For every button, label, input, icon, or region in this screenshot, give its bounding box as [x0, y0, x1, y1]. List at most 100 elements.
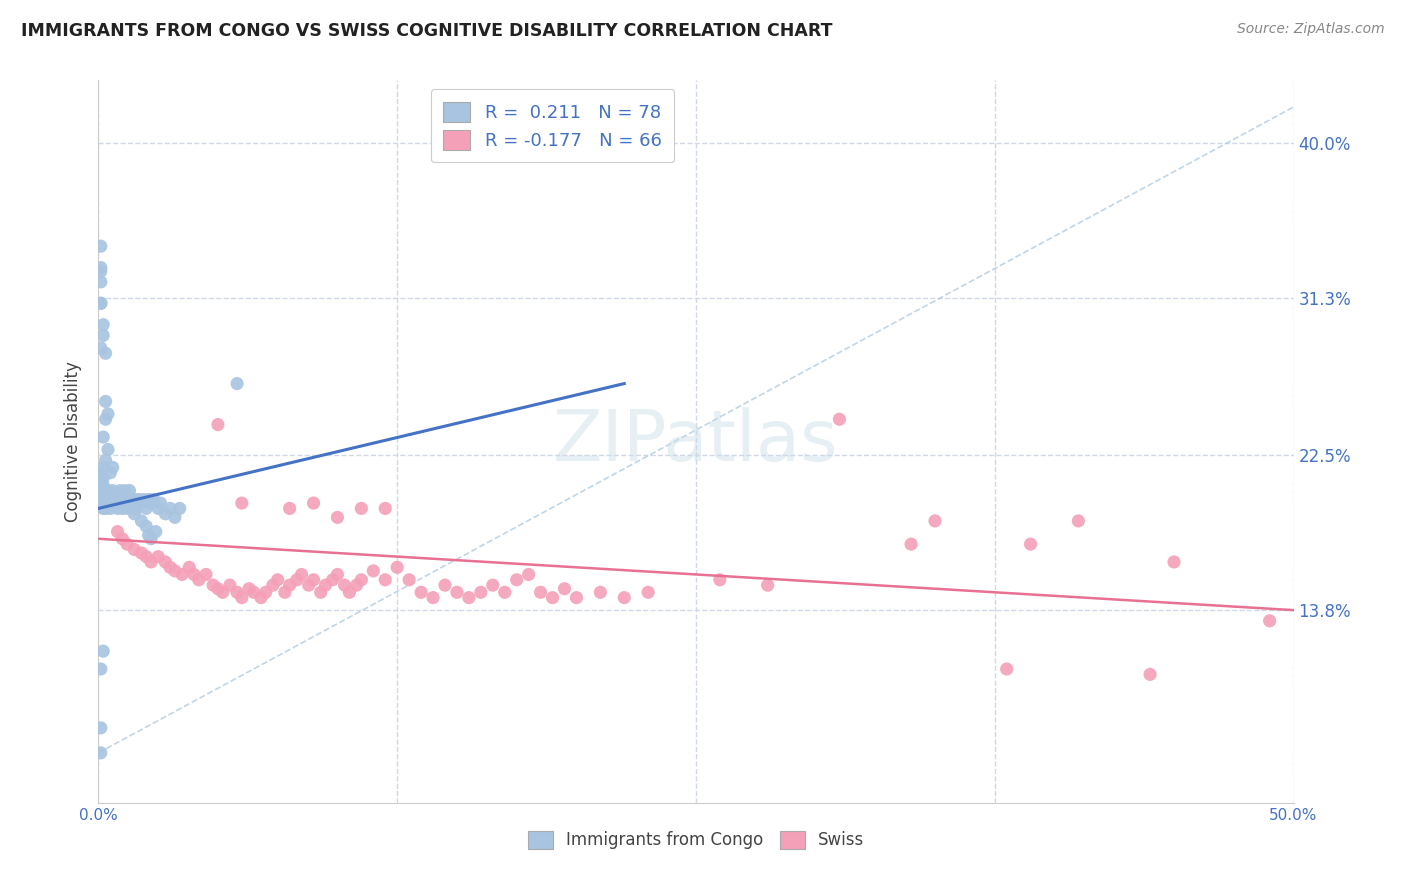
Point — [278, 501, 301, 516]
Point — [481, 578, 505, 592]
Point — [91, 460, 114, 475]
Point — [107, 492, 129, 507]
Point — [101, 492, 124, 507]
Point — [107, 524, 129, 539]
Point — [108, 492, 131, 507]
Point — [530, 585, 553, 599]
Point — [183, 567, 205, 582]
Point — [411, 585, 433, 599]
Point — [90, 260, 112, 275]
Point — [90, 483, 112, 498]
Point — [125, 501, 148, 516]
Point — [517, 567, 540, 582]
Point — [107, 501, 129, 516]
Point — [94, 394, 117, 409]
Point — [315, 578, 337, 592]
Point — [91, 501, 114, 516]
Point — [139, 555, 162, 569]
Point — [91, 328, 114, 343]
Point — [101, 483, 124, 498]
Point — [135, 501, 157, 516]
Point — [226, 376, 249, 391]
Point — [118, 483, 141, 498]
Point — [90, 275, 112, 289]
Point — [339, 585, 361, 599]
Legend: Immigrants from Congo, Swiss: Immigrants from Congo, Swiss — [517, 821, 875, 860]
Point — [1258, 614, 1281, 628]
Point — [163, 564, 186, 578]
Point — [302, 496, 325, 510]
Point — [326, 510, 349, 524]
Point — [90, 239, 112, 253]
Point — [274, 585, 297, 599]
Point — [900, 537, 922, 551]
Point — [124, 492, 146, 507]
Point — [302, 573, 325, 587]
Point — [267, 573, 290, 587]
Point — [374, 501, 396, 516]
Point — [142, 492, 165, 507]
Point — [278, 578, 301, 592]
Point — [924, 514, 946, 528]
Y-axis label: Cognitive Disability: Cognitive Disability — [65, 361, 83, 522]
Point — [155, 555, 177, 569]
Point — [506, 573, 529, 587]
Point — [114, 496, 136, 510]
Point — [114, 483, 136, 498]
Point — [135, 549, 157, 564]
Point — [231, 591, 253, 605]
Point — [211, 585, 233, 599]
Point — [97, 407, 120, 421]
Point — [132, 492, 155, 507]
Point — [91, 471, 114, 485]
Point — [98, 492, 122, 507]
Point — [163, 510, 186, 524]
Point — [828, 412, 851, 426]
Point — [333, 578, 356, 592]
Point — [94, 412, 117, 426]
Point — [149, 496, 172, 510]
Point — [202, 578, 225, 592]
Point — [104, 489, 127, 503]
Point — [97, 496, 120, 510]
Point — [111, 501, 134, 516]
Point — [111, 492, 134, 507]
Point — [446, 585, 468, 599]
Point — [139, 532, 162, 546]
Point — [145, 524, 167, 539]
Point — [219, 578, 242, 592]
Point — [90, 492, 112, 507]
Point — [94, 346, 117, 360]
Point — [124, 507, 146, 521]
Point — [398, 573, 420, 587]
Point — [995, 662, 1018, 676]
Point — [159, 501, 181, 516]
Point — [231, 496, 253, 510]
Point — [1163, 555, 1185, 569]
Point — [91, 318, 114, 332]
Point — [138, 492, 160, 507]
Point — [350, 501, 373, 516]
Point — [374, 573, 396, 587]
Point — [139, 496, 162, 510]
Point — [98, 466, 122, 480]
Point — [243, 585, 266, 599]
Point — [195, 567, 218, 582]
Point — [101, 460, 124, 475]
Point — [322, 573, 344, 587]
Point — [187, 573, 209, 587]
Point — [131, 496, 153, 510]
Point — [226, 585, 249, 599]
Point — [138, 528, 160, 542]
Point — [434, 578, 457, 592]
Point — [91, 489, 114, 503]
Point — [254, 585, 277, 599]
Point — [94, 483, 117, 498]
Point — [108, 483, 131, 498]
Point — [111, 532, 134, 546]
Point — [1139, 667, 1161, 681]
Point — [90, 721, 112, 735]
Point — [104, 496, 127, 510]
Point — [565, 591, 588, 605]
Point — [458, 591, 481, 605]
